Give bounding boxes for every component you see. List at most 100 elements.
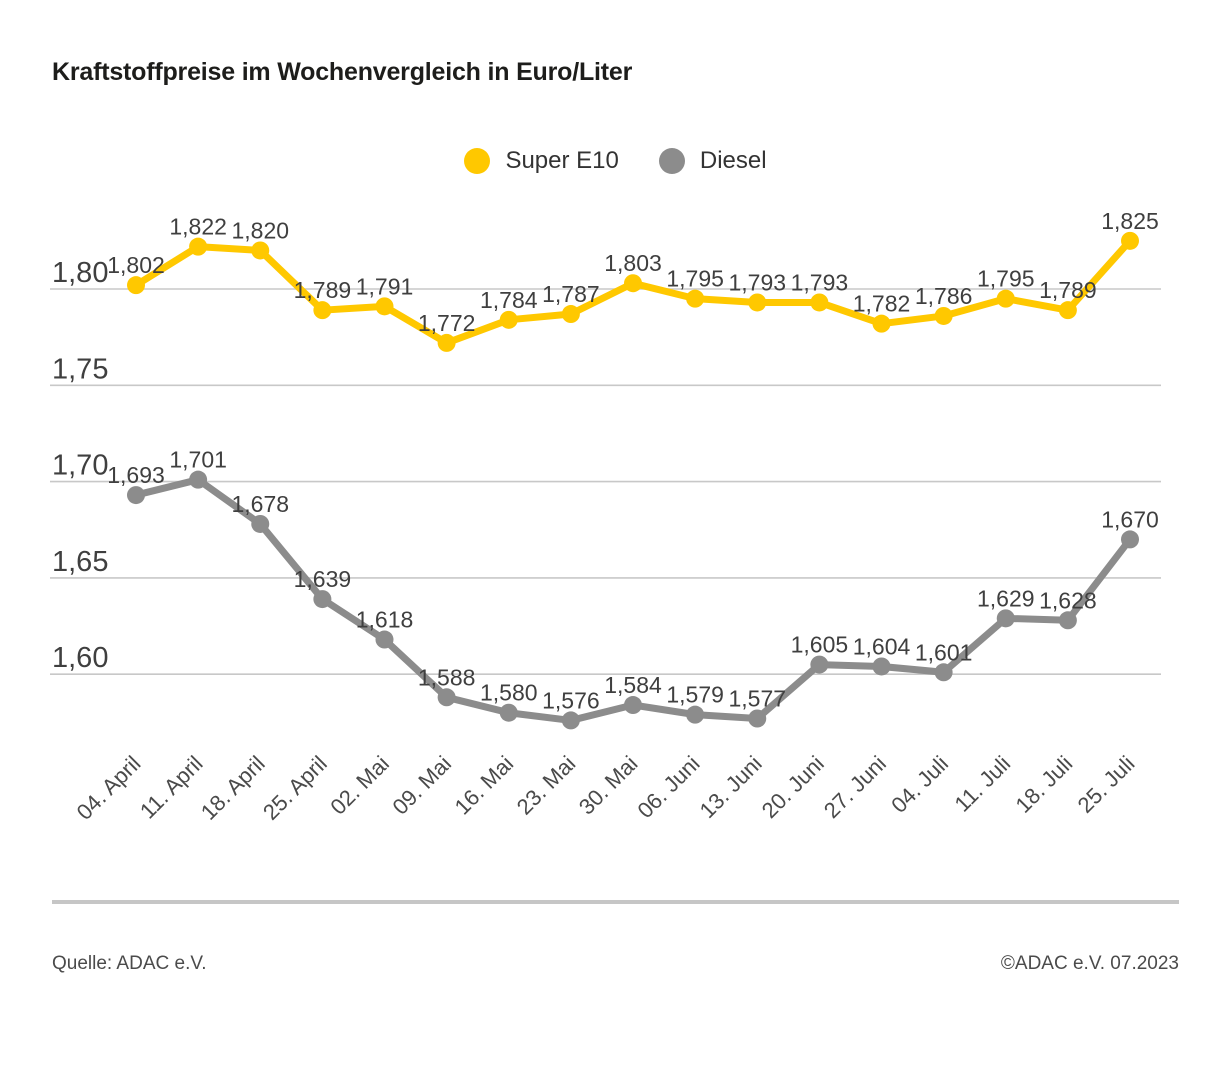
data-point-label: 1,793: [728, 269, 786, 295]
x-axis-tick-label: 25. Juli: [1073, 751, 1140, 818]
data-point: [189, 470, 208, 489]
data-point-label: 1,802: [107, 252, 165, 278]
data-point-label: 1,678: [231, 491, 289, 517]
data-point-label: 1,822: [169, 214, 227, 240]
x-axis-tick-label: 02. Mai: [325, 751, 394, 820]
data-point-label: 1,629: [977, 585, 1035, 611]
data-point-label: 1,772: [418, 310, 476, 336]
data-point: [686, 289, 705, 308]
data-point: [872, 314, 891, 333]
x-axis-tick-label: 23. Mai: [512, 751, 581, 820]
data-point: [748, 709, 767, 728]
data-point-label: 1,784: [480, 287, 538, 313]
x-axis-tick-label: 04. Juli: [886, 751, 953, 818]
data-point-label: 1,795: [977, 266, 1035, 292]
data-point: [251, 241, 270, 260]
data-point: [624, 696, 642, 715]
data-point-label: 1,584: [604, 672, 662, 698]
footer: Quelle: ADAC e.V. ©ADAC e.V. 07.2023: [52, 953, 1179, 975]
data-point: [313, 590, 332, 609]
data-point-label: 1,803: [604, 250, 662, 276]
y-axis-tick-label: 1,80: [52, 257, 108, 289]
x-axis-tick-label: 25. April: [258, 751, 332, 825]
data-point: [437, 688, 456, 707]
data-point-label: 1,605: [791, 632, 849, 658]
data-point: [499, 310, 518, 329]
data-point-label: 1,639: [294, 566, 352, 592]
data-point: [686, 705, 705, 724]
data-point-label: 1,793: [791, 269, 849, 295]
data-point: [934, 306, 953, 325]
data-point-label: 1,628: [1039, 587, 1097, 613]
data-point: [127, 276, 145, 295]
data-point-label: 1,604: [853, 633, 911, 659]
data-point: [375, 630, 394, 649]
footer-divider: [52, 900, 1179, 904]
data-point-label: 1,789: [1039, 277, 1097, 303]
x-axis-tick-label: 04. April: [72, 751, 146, 825]
x-axis-tick-label: 11. Juli: [949, 751, 1015, 817]
y-axis-tick-label: 1,75: [52, 353, 108, 385]
data-point: [1058, 301, 1077, 320]
data-point-label: 1,670: [1101, 506, 1159, 532]
data-point-label: 1,579: [666, 682, 724, 708]
data-point-label: 1,701: [169, 447, 227, 473]
data-point: [375, 297, 394, 316]
y-axis-tick-label: 1,60: [52, 642, 108, 674]
data-point-label: 1,820: [231, 217, 289, 243]
x-axis-tick-label: 16. Mai: [450, 751, 519, 820]
data-point-label: 1,601: [915, 639, 973, 665]
x-axis-tick-label: 20. Juni: [757, 751, 829, 823]
x-axis-tick-label: 18. Juli: [1010, 751, 1077, 818]
data-point: [251, 514, 270, 533]
legend-label-super-e10: Super E10: [505, 147, 619, 174]
data-point-label: 1,576: [542, 687, 600, 713]
x-axis-tick-label: 06. Juni: [632, 751, 704, 823]
data-point-label: 1,787: [542, 281, 600, 307]
legend-item-super-e10: Super E10: [464, 147, 619, 175]
data-point: [313, 301, 332, 320]
x-axis-tick-label: 11. April: [135, 751, 208, 824]
data-point-label: 1,795: [666, 266, 724, 292]
super-e10-dot-icon: [464, 148, 491, 174]
x-axis-tick-label: 13. Juni: [695, 751, 767, 823]
data-point: [810, 655, 829, 674]
y-axis-tick-label: 1,65: [52, 546, 108, 578]
legend: Super E10 Diesel: [0, 147, 1231, 175]
data-point-label: 1,580: [480, 680, 538, 706]
x-axis-tick-label: 09. Mai: [387, 751, 456, 820]
data-point: [810, 293, 829, 312]
data-point: [934, 663, 953, 682]
data-point: [1058, 611, 1077, 630]
data-point: [437, 333, 456, 352]
data-point-label: 1,782: [853, 291, 911, 317]
data-point-label: 1,618: [356, 607, 414, 633]
data-point-label: 1,693: [107, 462, 165, 488]
data-point: [996, 609, 1015, 628]
chart-title: Kraftstoffpreise im Wochenvergleich in E…: [52, 58, 633, 86]
data-point: [499, 703, 518, 722]
data-point: [127, 486, 145, 505]
x-axis-tick-label: 27. Juni: [819, 751, 891, 823]
data-point-label: 1,577: [728, 685, 786, 711]
data-point: [872, 657, 891, 676]
diesel-dot-icon: [658, 148, 685, 174]
data-point-label: 1,789: [294, 277, 352, 303]
data-point: [748, 293, 767, 312]
data-point: [561, 305, 580, 324]
data-point-label: 1,786: [915, 283, 973, 309]
data-point-label: 1,588: [418, 664, 476, 690]
data-point: [1121, 231, 1139, 250]
legend-label-diesel: Diesel: [699, 147, 767, 174]
data-point: [624, 274, 642, 293]
legend-item-diesel: Diesel: [658, 147, 767, 175]
source-note: Quelle: ADAC e.V.: [52, 953, 207, 974]
data-point: [1121, 530, 1139, 549]
data-point-label: 1,791: [356, 273, 414, 299]
data-point: [996, 289, 1015, 308]
x-axis-tick-label: 18. April: [196, 751, 270, 825]
data-point: [189, 237, 208, 256]
copyright-note: ©ADAC e.V. 07.2023: [1000, 953, 1179, 974]
